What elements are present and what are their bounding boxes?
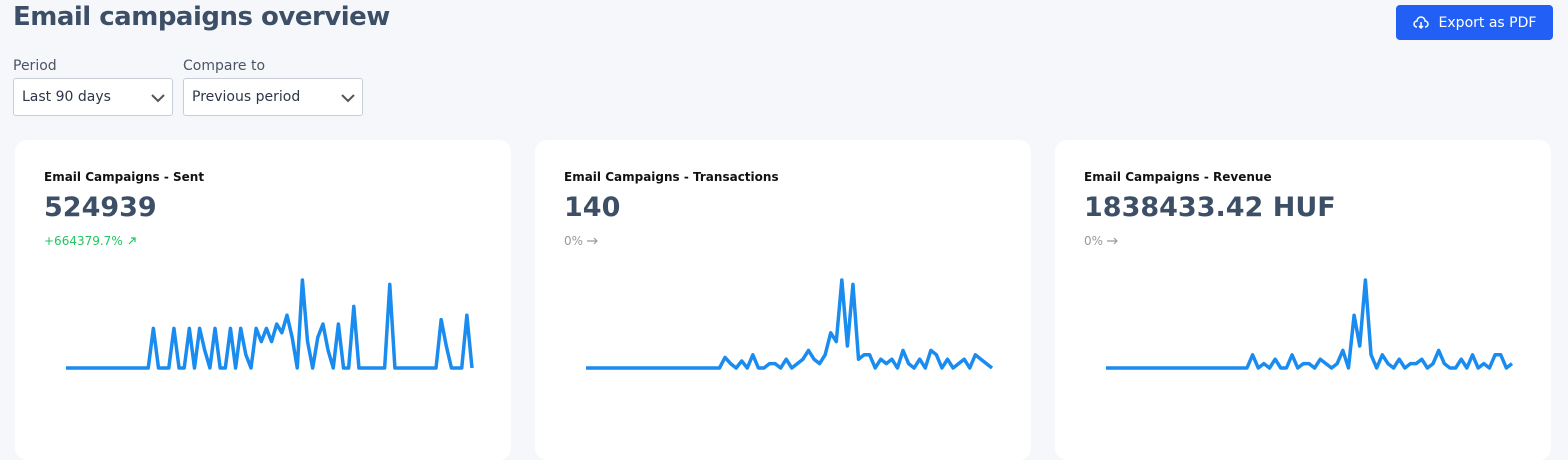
card-change: +664379.7% — [44, 234, 138, 248]
card-title: Email Campaigns - Revenue — [1084, 170, 1272, 184]
sparkline-line — [66, 278, 474, 370]
change-text: 0% — [1084, 234, 1104, 248]
page: Email campaigns overview Export as PDF P… — [13, 2, 1553, 370]
card-value: 140 — [564, 192, 621, 223]
export-button[interactable]: Export as PDF — [1396, 5, 1553, 40]
select-value: Last 90 days — [22, 89, 111, 105]
card-title: Email Campaigns - Transactions — [564, 170, 779, 184]
export-label: Export as PDF — [1438, 14, 1537, 31]
card-change: 0% — [564, 234, 598, 248]
card-title: Email Campaigns - Sent — [44, 170, 205, 184]
change-text: +664379.7% — [44, 234, 123, 248]
arrow — [587, 237, 598, 245]
sparkline — [66, 278, 474, 370]
sparkline-line — [1106, 278, 1514, 370]
card-change: 0% — [1084, 234, 1118, 248]
metric-card: Email Campaigns - Sent 524939 +664379.7% — [15, 140, 511, 460]
download-icon — [1412, 15, 1429, 29]
page-title: Email campaigns overview — [13, 2, 390, 32]
sparkline — [1106, 278, 1514, 370]
arrow — [1107, 237, 1118, 245]
chevron-icon — [341, 94, 355, 103]
select-value: Previous period — [192, 89, 301, 105]
change-text: 0% — [564, 234, 584, 248]
select[interactable]: Last 90 days — [13, 78, 173, 116]
metric-card: Email Campaigns - Transactions 140 0% — [535, 140, 1031, 460]
filter-label: Compare to — [183, 58, 266, 74]
chevron — [151, 94, 165, 103]
sparkline — [586, 278, 994, 370]
chevron-icon — [151, 94, 165, 103]
card-value: 1838433.42 HUF — [1084, 192, 1336, 223]
card-value: 524939 — [44, 192, 157, 223]
trend-icon — [128, 237, 136, 245]
trend-icon — [587, 237, 598, 245]
sparkline-line — [586, 278, 994, 370]
arrow — [128, 237, 136, 245]
filter-label: Period — [13, 58, 57, 74]
chevron — [341, 94, 355, 103]
select[interactable]: Previous period — [183, 78, 363, 116]
trend-icon — [1107, 237, 1118, 245]
metric-card: Email Campaigns - Revenue 1838433.42 HUF 0… — [1055, 140, 1551, 460]
